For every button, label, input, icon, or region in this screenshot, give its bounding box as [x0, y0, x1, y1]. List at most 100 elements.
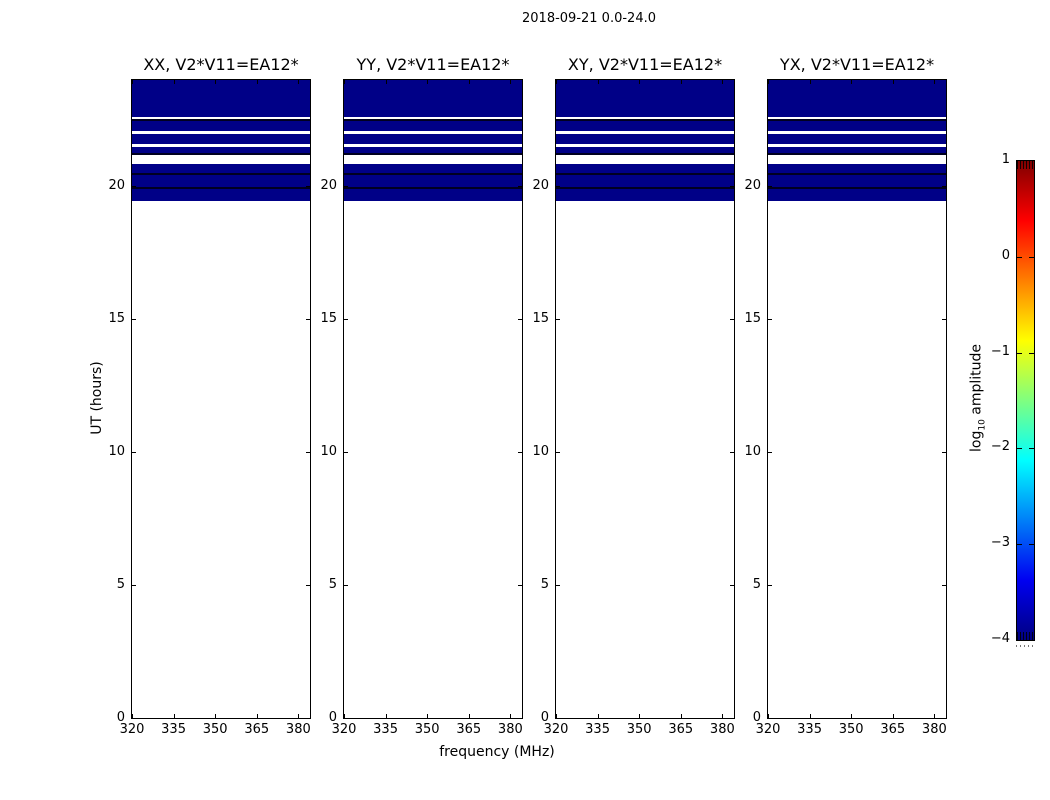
colorbar-top-hatch	[1017, 161, 1034, 169]
band-row-data	[344, 120, 522, 132]
colorbar-tick-label: −2	[990, 439, 1010, 455]
y-tick-label: 10	[320, 444, 337, 460]
x-tick-bottom	[256, 714, 258, 718]
heatmap-panel	[555, 79, 735, 719]
band-row-dark	[344, 152, 522, 155]
x-tick-label: 350	[202, 722, 228, 737]
band-row-data	[556, 146, 734, 153]
x-tick-bottom	[851, 714, 853, 718]
y-tick-right	[306, 718, 310, 719]
band-row-data	[768, 120, 946, 132]
x-tick-top	[639, 80, 641, 84]
x-tick-label: 380	[497, 722, 523, 737]
band-row-dark	[556, 172, 734, 175]
x-tick-top	[385, 80, 387, 84]
y-tick-left	[768, 718, 772, 719]
x-tick-bottom	[768, 714, 769, 718]
y-tick-left	[556, 718, 560, 719]
band-row-data	[132, 133, 310, 144]
x-tick-top	[892, 80, 894, 84]
panel-title: YY, V2*V11=EA12*	[356, 55, 510, 74]
x-tick-label: 335	[585, 722, 610, 737]
x-tick-label: 320	[331, 722, 357, 737]
colorbar	[1016, 160, 1035, 641]
y-tick-right	[730, 452, 734, 454]
x-tick-label: 380	[285, 722, 311, 737]
band-row-gap	[344, 116, 522, 120]
band-row-data	[344, 146, 522, 153]
y-tick-left	[132, 718, 136, 719]
x-tick-bottom	[427, 714, 429, 718]
band-row-data	[344, 188, 522, 201]
band-row-data	[132, 163, 310, 173]
x-tick-top	[556, 80, 557, 84]
y-tick-label: 20	[532, 178, 549, 194]
band-row-data	[556, 163, 734, 173]
y-tick-left	[556, 585, 560, 587]
band-row-data	[344, 163, 522, 173]
x-axis-label: frequency (MHz)	[439, 744, 555, 760]
x-tick-label: 335	[161, 722, 186, 737]
band-row-gap	[132, 143, 310, 147]
band-row-data	[768, 146, 946, 153]
colorbar-tick-label: −4	[990, 631, 1010, 646]
y-tick-label: 20	[108, 178, 125, 194]
heatmap-panel	[343, 79, 523, 719]
band-row-gap	[344, 154, 522, 164]
x-tick-bottom	[639, 714, 641, 718]
x-tick-top	[132, 80, 133, 84]
band-row-data	[768, 133, 946, 144]
y-tick-right	[518, 186, 522, 188]
y-tick-label: 0	[752, 710, 761, 725]
y-tick-left	[344, 452, 348, 454]
x-tick-bottom	[385, 714, 387, 718]
band-row-data	[132, 120, 310, 132]
band-row-data	[344, 80, 522, 117]
band-row-gap	[768, 116, 946, 120]
heatmap-panel	[767, 79, 947, 719]
colorbar-extend-dots	[1016, 645, 1035, 647]
colorbar-tick-right	[1029, 352, 1034, 354]
x-tick-top	[344, 80, 345, 84]
y-tick-left	[132, 186, 136, 188]
x-tick-top	[768, 80, 769, 84]
x-tick-bottom	[132, 714, 133, 718]
x-tick-top	[934, 80, 936, 84]
band-row-gap	[344, 131, 522, 134]
x-tick-bottom	[722, 714, 724, 718]
x-tick-label: 365	[880, 722, 906, 737]
band-row-dark	[768, 152, 946, 155]
y-tick-right	[306, 319, 310, 321]
y-tick-label: 15	[744, 311, 761, 327]
x-tick-label: 320	[543, 722, 569, 737]
y-tick-right	[730, 585, 734, 587]
y-tick-label: 20	[744, 178, 761, 194]
colorbar-tick-left	[1017, 256, 1022, 258]
x-tick-bottom	[468, 714, 470, 718]
x-tick-label: 350	[626, 722, 652, 737]
x-tick-bottom	[597, 714, 599, 718]
band-row-data	[768, 188, 946, 201]
colorbar-tick-label: 1	[1001, 152, 1010, 167]
y-tick-left	[556, 186, 560, 188]
colorbar-tick-right	[1029, 544, 1034, 546]
x-tick-bottom	[680, 714, 682, 718]
colorbar-gradient	[1017, 161, 1034, 640]
band-row-dark	[556, 186, 734, 189]
figure-title: 2018-09-21 0.0-24.0	[522, 11, 656, 26]
y-tick-left	[556, 452, 560, 454]
y-tick-label: 10	[532, 444, 549, 460]
colorbar-tick-left	[1017, 448, 1022, 450]
x-tick-bottom	[298, 714, 300, 718]
y-tick-label: 5	[752, 577, 761, 593]
y-tick-right	[942, 585, 946, 587]
y-tick-right	[942, 186, 946, 188]
y-tick-label: 5	[328, 577, 337, 593]
band-row-gap	[768, 131, 946, 134]
band-row-data	[132, 146, 310, 153]
x-tick-label: 380	[921, 722, 947, 737]
colorbar-tick-left	[1017, 352, 1022, 354]
y-tick-left	[768, 452, 772, 454]
y-tick-right	[306, 452, 310, 454]
